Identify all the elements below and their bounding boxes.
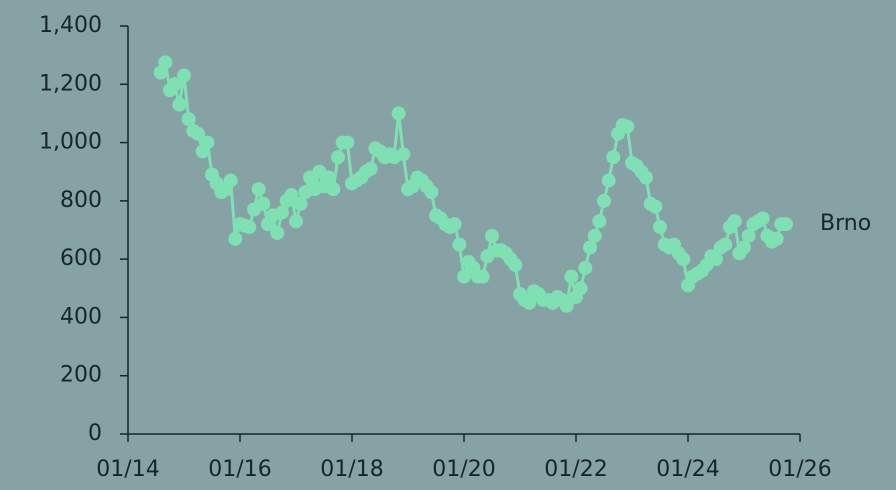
- series-marker: [592, 214, 607, 229]
- x-tick-label: 01/26: [768, 457, 831, 482]
- series-marker: [363, 161, 378, 176]
- series-marker: [326, 182, 341, 197]
- series-marker: [181, 112, 196, 127]
- series-marker: [648, 199, 663, 214]
- series-marker: [755, 211, 770, 226]
- series-marker: [620, 119, 635, 134]
- series-marker: [223, 173, 238, 188]
- series-marker: [172, 97, 187, 112]
- series-marker: [508, 257, 523, 272]
- y-tick-label: 200: [60, 363, 102, 388]
- series-marker: [251, 182, 266, 197]
- y-tick-label: 400: [60, 304, 102, 329]
- series-marker: [275, 205, 289, 220]
- series-label: Brno: [820, 211, 871, 236]
- series-marker: [191, 126, 205, 141]
- series-marker: [289, 214, 303, 229]
- series-marker: [242, 220, 257, 235]
- y-tick-label: 1,000: [39, 130, 102, 155]
- series-marker: [228, 231, 243, 246]
- y-tick-label: 1,200: [39, 71, 102, 96]
- series-marker: [293, 196, 308, 211]
- x-tick-label: 01/20: [432, 457, 495, 482]
- series-marker: [340, 135, 355, 150]
- series-marker: [737, 240, 751, 255]
- series-marker: [583, 240, 597, 255]
- series-marker: [331, 150, 345, 165]
- series-marker: [639, 170, 653, 185]
- x-tick-label: 01/16: [208, 457, 271, 482]
- x-tick-label: 01/22: [544, 457, 607, 482]
- series-marker: [200, 135, 215, 150]
- series-marker: [284, 188, 299, 203]
- series-marker: [321, 170, 336, 185]
- series-marker: [573, 281, 588, 296]
- series-marker: [718, 237, 733, 252]
- x-tick-label: 01/14: [96, 457, 159, 482]
- y-tick-label: 600: [60, 246, 102, 271]
- series-marker: [447, 217, 462, 232]
- series-marker: [177, 68, 191, 83]
- series-marker: [158, 55, 173, 70]
- series-marker: [741, 228, 756, 243]
- series-marker: [391, 106, 406, 121]
- series-marker: [270, 225, 285, 240]
- series-marker: [564, 269, 579, 284]
- series-marker: [709, 252, 723, 267]
- series-marker: [475, 269, 490, 284]
- series-marker: [597, 193, 611, 208]
- series-marker: [559, 298, 574, 313]
- series-marker: [601, 173, 616, 188]
- series-marker: [424, 185, 439, 200]
- series-marker: [727, 214, 742, 229]
- series-marker: [606, 150, 621, 165]
- series-marker: [256, 196, 271, 211]
- series-marker: [485, 228, 499, 243]
- series-marker: [452, 237, 467, 252]
- series-marker: [779, 217, 793, 232]
- series-marker: [653, 220, 667, 235]
- y-tick-label: 0: [88, 421, 102, 446]
- series-marker: [578, 260, 593, 275]
- series-marker: [587, 228, 602, 243]
- series-marker: [396, 147, 411, 162]
- series-marker: [457, 269, 471, 284]
- series-marker: [167, 77, 182, 92]
- series-marker: [676, 252, 691, 267]
- series-marker: [769, 231, 784, 246]
- y-tick-label: 800: [60, 188, 102, 213]
- series-marker: [522, 295, 537, 310]
- x-tick-label: 01/24: [656, 457, 719, 482]
- x-tick-label: 01/18: [320, 457, 383, 482]
- y-tick-label: 1,400: [39, 13, 102, 38]
